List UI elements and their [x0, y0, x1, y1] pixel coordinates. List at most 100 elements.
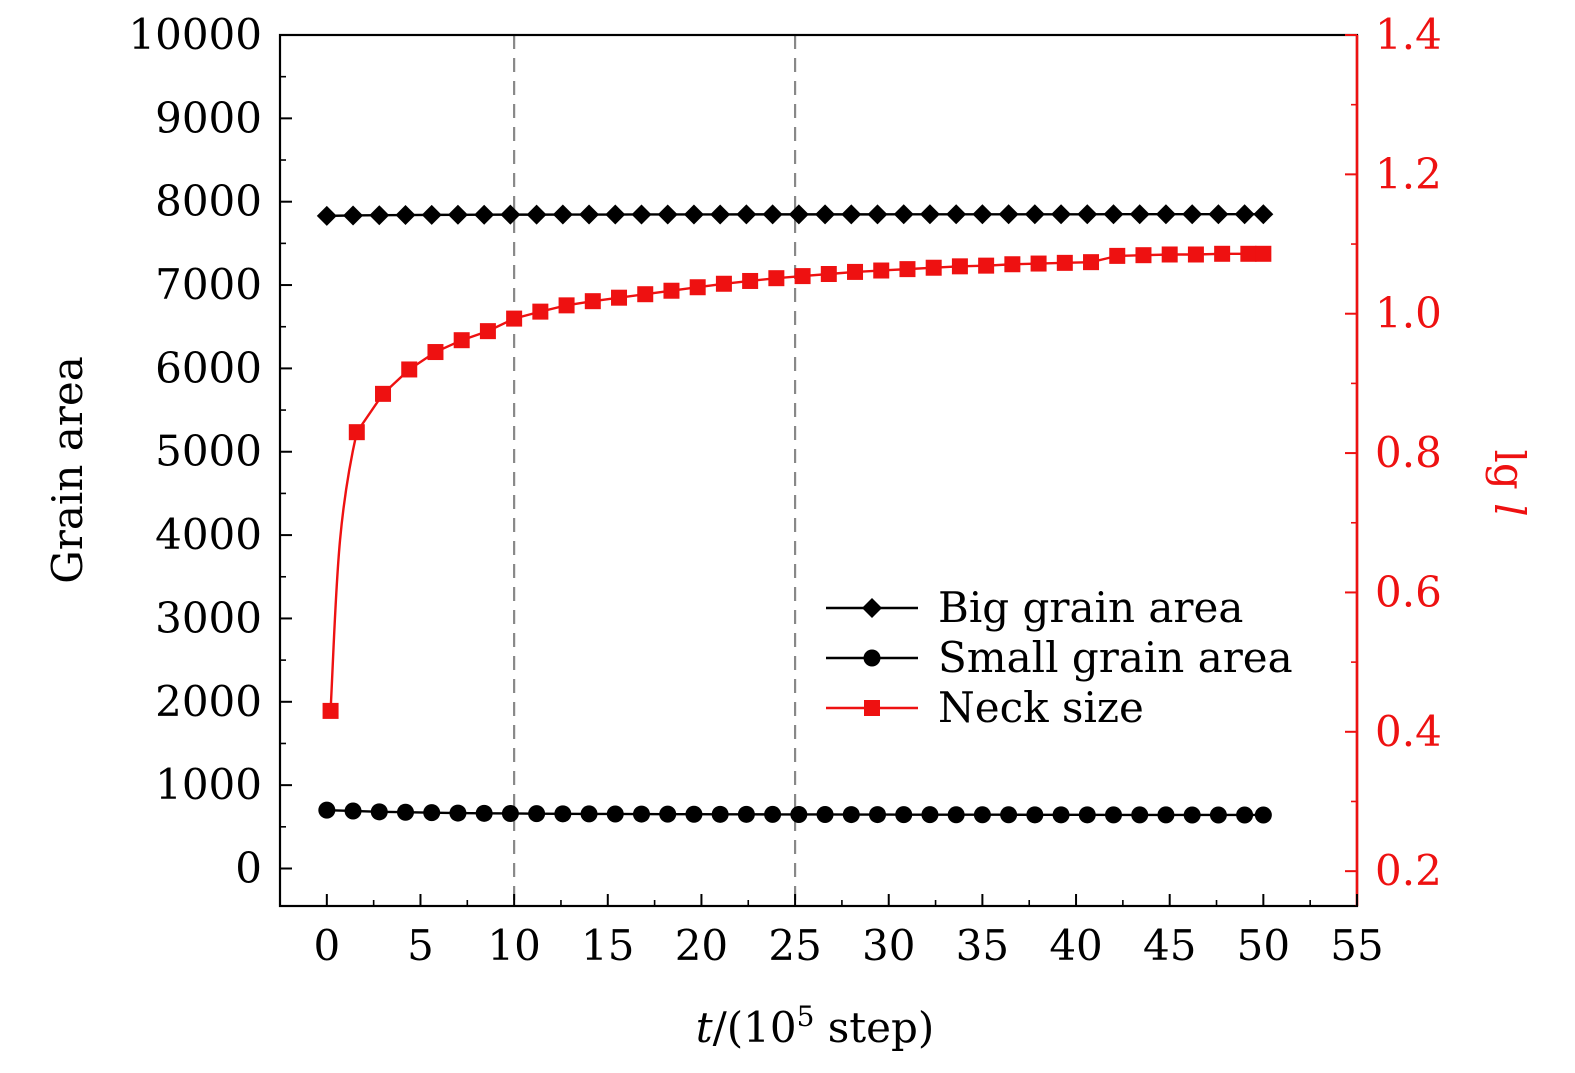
data-point	[1234, 204, 1255, 225]
data-point	[867, 204, 888, 225]
y2-axis-title: lg l	[1485, 449, 1534, 516]
y2-tick-label: 0.6	[1375, 567, 1442, 616]
data-point	[1253, 204, 1274, 225]
data-point	[921, 806, 939, 824]
y-tick-label: 10000	[128, 10, 262, 59]
x-axis: 0 5 10 15 20 25 30 35 40 45 50 55	[313, 894, 1384, 970]
data-point	[895, 806, 913, 824]
x-tick-label: 10	[487, 921, 540, 970]
reference-lines	[513, 35, 797, 906]
data-point	[506, 310, 523, 327]
data-point	[815, 204, 836, 225]
x-tick-label: 40	[1049, 921, 1102, 970]
data-point	[1078, 806, 1096, 824]
data-point	[558, 297, 575, 314]
data-point	[500, 204, 521, 225]
data-point	[1129, 204, 1150, 225]
data-point	[375, 385, 392, 402]
data-point	[659, 805, 677, 823]
y2-tick-label: 0.4	[1375, 707, 1442, 756]
y-tick-label: 2000	[155, 677, 262, 726]
data-point	[453, 332, 470, 349]
data-point	[788, 204, 809, 225]
data-point	[1240, 245, 1257, 262]
data-point	[893, 204, 914, 225]
data-point	[1004, 256, 1021, 273]
data-point	[873, 262, 890, 279]
data-point	[1105, 806, 1123, 824]
data-point	[1255, 245, 1272, 262]
data-point	[401, 361, 418, 378]
data-point	[847, 263, 864, 280]
y2-tick-label: 1.0	[1375, 289, 1442, 338]
series-neck-size	[322, 245, 1272, 719]
data-point	[343, 205, 364, 226]
data-point	[742, 272, 759, 289]
data-point	[447, 204, 468, 225]
data-point	[1209, 806, 1227, 824]
data-point	[396, 803, 414, 821]
y-axis-right: 0.2 0.4 0.6 0.8 1.0 1.2 1.4	[1345, 10, 1442, 895]
data-point	[820, 266, 837, 283]
data-point	[947, 806, 965, 824]
data-point	[978, 257, 995, 274]
series-layer	[316, 204, 1274, 824]
data-point	[344, 802, 362, 820]
data-point	[657, 204, 678, 225]
data-point	[1109, 247, 1126, 264]
data-point	[449, 804, 467, 822]
data-point	[1161, 246, 1178, 263]
data-point	[423, 804, 441, 822]
data-point	[768, 270, 785, 287]
x-tick-label: 45	[1143, 921, 1196, 970]
y-tick-label: 5000	[155, 427, 262, 476]
data-point	[1103, 204, 1124, 225]
data-point	[632, 805, 650, 823]
data-point	[554, 805, 572, 823]
data-point	[421, 204, 442, 225]
data-point	[395, 205, 416, 226]
x-tick-label: 25	[768, 921, 821, 970]
data-point	[919, 204, 940, 225]
y-tick-label: 0	[235, 843, 262, 892]
data-point	[710, 204, 731, 225]
x-axis-title: t/(105 step)	[696, 1000, 935, 1052]
data-point	[1155, 204, 1176, 225]
data-point	[972, 204, 993, 225]
data-point	[528, 805, 546, 823]
series-small-grain-area	[318, 801, 1272, 824]
y-tick-label: 6000	[155, 343, 262, 392]
data-point	[580, 805, 598, 823]
x-tick-label: 30	[862, 921, 915, 970]
data-point	[631, 204, 652, 225]
data-point	[1052, 806, 1070, 824]
data-point	[1254, 806, 1272, 824]
data-point	[584, 293, 601, 310]
data-point	[925, 259, 942, 276]
data-point	[1131, 806, 1149, 824]
data-point	[606, 805, 624, 823]
data-point	[318, 801, 336, 819]
data-point	[683, 204, 704, 225]
x-tick-label: 35	[956, 921, 1009, 970]
data-point	[427, 344, 444, 361]
data-point	[1026, 806, 1044, 824]
data-point	[1157, 806, 1175, 824]
x-tick-label: 5	[407, 921, 434, 970]
data-point	[1051, 204, 1072, 225]
data-point	[479, 323, 496, 340]
data-point	[532, 303, 549, 320]
data-point	[526, 204, 547, 225]
data-point	[1187, 246, 1204, 263]
data-point	[1236, 806, 1254, 824]
data-point	[764, 805, 782, 823]
y-tick-label: 8000	[155, 177, 262, 226]
y-tick-label: 1000	[155, 760, 262, 809]
data-point	[946, 204, 967, 225]
data-point	[685, 805, 703, 823]
data-point	[736, 204, 757, 225]
y2-tick-label: 1.4	[1375, 10, 1442, 59]
x-tick-label: 0	[313, 921, 340, 970]
legend-label: Big grain area	[938, 583, 1243, 632]
